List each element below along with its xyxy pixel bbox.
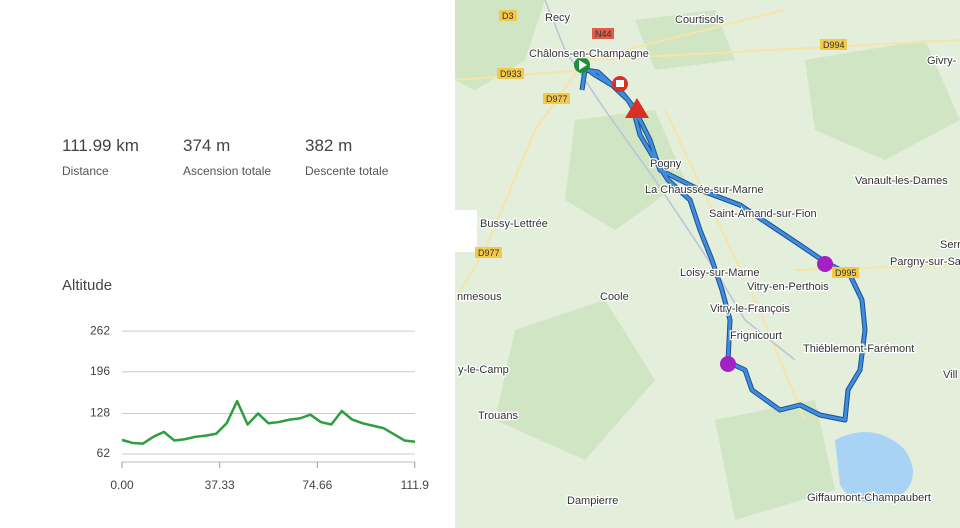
stat: 111.99 km Distance bbox=[62, 136, 139, 178]
altitude-line bbox=[121, 399, 416, 445]
road-label: D977 bbox=[546, 94, 568, 104]
place-label: Trouans bbox=[478, 410, 518, 422]
place-label: Châlons-en-Champagne bbox=[529, 48, 649, 60]
y-tick-label: 262 bbox=[90, 323, 110, 337]
x-tick-label: 111.9 bbox=[401, 478, 430, 492]
stat-value: 374 m bbox=[183, 136, 231, 155]
y-tick-label: 196 bbox=[90, 364, 110, 378]
road-badges: D3 N44 D994 D933 D977 D977 D995 bbox=[475, 10, 859, 278]
road-label: D933 bbox=[500, 69, 522, 79]
place-label: Vanault-les-Dames bbox=[855, 175, 948, 187]
road-label: D995 bbox=[835, 268, 857, 278]
place-label: Thiéblemont-Farémont bbox=[803, 343, 914, 355]
summit-marker[interactable] bbox=[817, 256, 833, 272]
end-icon bbox=[616, 80, 624, 87]
route bbox=[580, 63, 867, 422]
place-label: Pargny-sur-Sa bbox=[890, 256, 960, 268]
place-label: Givry- bbox=[927, 55, 957, 67]
start-icon bbox=[579, 60, 587, 70]
road-label: N44 bbox=[595, 29, 612, 39]
stat-label: Ascension totale bbox=[183, 164, 272, 178]
place-label: Vill bbox=[943, 369, 957, 381]
place-label: Pogny bbox=[650, 158, 682, 170]
place-label: y-le-Camp bbox=[458, 364, 509, 376]
place-label: Dampierre bbox=[567, 495, 618, 507]
x-tick-label: 0.00 bbox=[110, 478, 134, 492]
y-tick-label: 128 bbox=[90, 406, 110, 420]
stat: 374 m Ascension totale bbox=[183, 136, 271, 178]
stat-label: Distance bbox=[62, 164, 109, 178]
stat: 382 m Descente totale bbox=[305, 136, 388, 178]
map[interactable]: Recy Courtisols Châlons-en-Champagne Giv… bbox=[455, 0, 960, 528]
road-label: D3 bbox=[502, 11, 514, 21]
stat-label: Descente totale bbox=[305, 164, 389, 178]
place-label: nmesous bbox=[457, 291, 502, 303]
altitude-title: Altitude bbox=[62, 277, 113, 294]
place-label: Vitry-le-François bbox=[710, 303, 790, 315]
stat-value: 111.99 km bbox=[62, 136, 139, 155]
altitude-chart: 62 128 196 262 0.00 37.33 74.66 111.9 bbox=[90, 323, 430, 492]
lake bbox=[835, 432, 913, 503]
place-label: Vitry-en-Perthois bbox=[747, 281, 829, 293]
map-blank bbox=[455, 210, 477, 252]
summit-marker[interactable] bbox=[720, 356, 736, 372]
place-label: Saint-Amand-sur-Fion bbox=[709, 208, 817, 220]
x-tick-label: 37.33 bbox=[205, 478, 235, 492]
warning-marker[interactable] bbox=[625, 98, 649, 118]
place-label: Serr bbox=[940, 239, 960, 251]
place-label: Recy bbox=[545, 12, 571, 24]
x-tick-label: 74.66 bbox=[302, 478, 332, 492]
road-label: D977 bbox=[478, 248, 500, 258]
place-label: Bussy-Lettrée bbox=[480, 218, 548, 230]
y-tick-label: 62 bbox=[97, 446, 111, 460]
map-fields bbox=[455, 0, 960, 520]
place-label: Coole bbox=[600, 291, 629, 303]
route-panel: 111.99 km Distance 374 m Ascension totale … bbox=[0, 0, 455, 528]
place-label: Loisy-sur-Marne bbox=[680, 267, 759, 279]
place-label: La Chaussée-sur-Marne bbox=[645, 184, 764, 196]
place-label: Courtisols bbox=[675, 14, 724, 26]
place-label: Frignicourt bbox=[730, 330, 782, 342]
place-labels: Recy Courtisols Châlons-en-Champagne Giv… bbox=[456, 11, 960, 509]
map-rivers bbox=[544, 0, 796, 361]
road-label: D994 bbox=[823, 40, 845, 50]
stat-value: 382 m bbox=[305, 136, 353, 155]
place-label: Giffaumont-Champaubert bbox=[807, 492, 931, 504]
